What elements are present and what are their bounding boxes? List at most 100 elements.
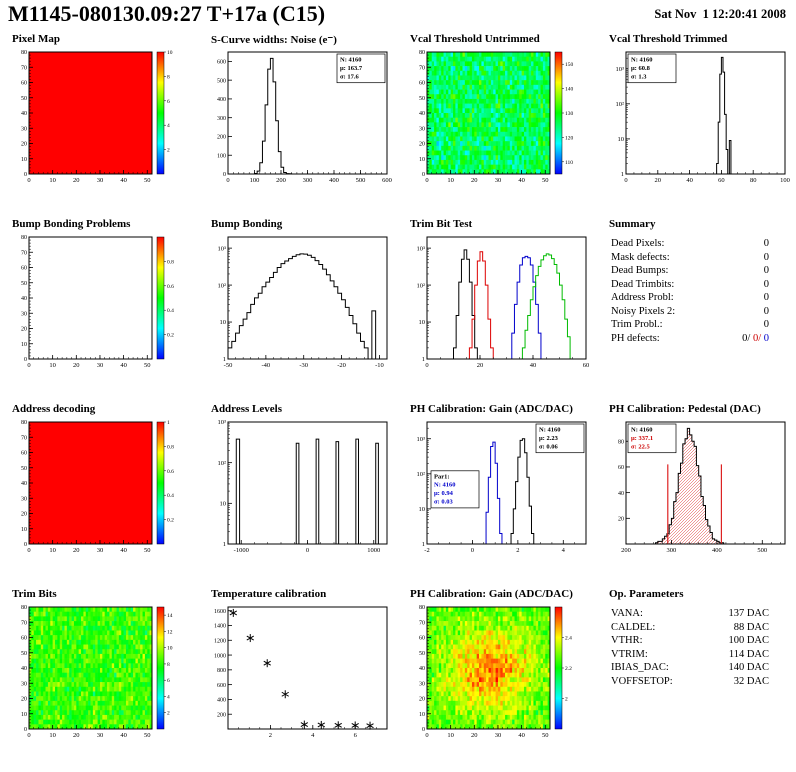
svg-text:10²: 10² [218,282,227,289]
x-axis: 0 10 20 30 40 50 [27,540,153,554]
svg-text:-50: -50 [224,362,233,369]
panel-vcal-threshold-trimmed: Vcal Threshold Trimmed 0 20 40 60 80 100 1 10 10… [597,30,796,215]
row-label: VTHR: [611,635,643,646]
row-label: PH defects: [611,332,660,344]
svg-text:4: 4 [311,732,315,739]
address-levels-svg: -1000 0 1000 1 10 10² 10³ [218,419,388,554]
colorbar: 2 4 6 8 10 12 14 [156,606,173,730]
svg-text:800: 800 [217,668,226,674]
svg-text:10³: 10³ [218,245,227,252]
svg-text:10: 10 [419,157,425,163]
series-0 [626,56,785,175]
svg-text:0.4: 0.4 [167,308,174,314]
svg-text:60: 60 [21,81,27,87]
temperature-calibration-plot: 2 4 6 200 400 600 800 1000 1200 1400 1600 [201,601,398,743]
row-value: 88 DAC [733,621,769,633]
timestamp: Sat Nov 1 12:20:41 2008 [654,7,786,21]
svg-text:6: 6 [167,99,170,105]
panel-trim-bit-test: Trim Bit Test 0 20 40 60 1 10 10² 10³ [398,215,597,400]
svg-text:50: 50 [144,547,151,554]
svg-text:10: 10 [21,712,27,718]
svg-text:500: 500 [757,547,767,554]
row-label: CALDEL: [611,621,656,633]
panel-bump-bonding: Bump Bonding -50 -40 -30 -20 -10 1 10 10² 10³ [199,215,398,400]
row-label: Noisy Pixels 2: [611,305,676,317]
x-axis: 200 300 400 500 [621,540,781,554]
svg-text:70: 70 [21,65,27,71]
ph-gain-map-plot: 2 2.2 2.4 0 10 20 30 40 50 0 10 20 30 40 50 60 70 80 [400,601,597,743]
svg-text:0: 0 [27,547,30,554]
vcal-trimmed-plot: 0 20 40 60 80 100 1 10 10² 10³ N: 4160 μ: 60.8 σ: 1.… [599,46,796,188]
svg-text:20: 20 [655,177,662,184]
svg-text:10²: 10² [218,460,227,467]
svg-text:40: 40 [618,491,624,497]
svg-text:0: 0 [422,172,425,178]
bump-bonding-plot: -50 -40 -30 -20 -10 1 10 10² 10³ [201,231,398,373]
row-value: 0 [763,305,769,317]
row-label: Mask defects: [611,251,670,263]
panel-ph-gain-map: PH Calibration: Gain (ADC/DAC) 2 2.2 2.4 0 1… [398,585,597,770]
panel-title: Bump Bonding Problems [12,218,131,230]
svg-text:10: 10 [49,732,56,739]
svg-text:-20: -20 [337,362,346,369]
svg-text:200: 200 [621,547,631,554]
svg-text:20: 20 [419,142,425,148]
row-value: 0 [763,319,769,330]
svg-text:300: 300 [303,177,313,184]
ph-pedestal-plot: 200 300 400 500 20 40 60 80 N: 4160 μ: 337.1 σ: 22… [599,416,796,558]
svg-text:50: 50 [144,177,151,184]
svg-text:10: 10 [167,646,173,652]
svg-text:30: 30 [97,177,104,184]
vcal-threshold-untrimmed-svg: 110 120 130 140 150 0 10 20 30 40 50 0 10 20 30 40 50 60 7… [419,50,574,184]
svg-text:8: 8 [167,662,170,668]
svg-text:80: 80 [750,177,757,184]
summary-row: Dead Trimbits: 0 [611,278,769,292]
summary-row: Dead Pixels: 0 [611,237,769,251]
svg-text:6: 6 [354,732,358,739]
row-label: VANA: [611,608,643,619]
op-parameters-row: IBIAS_DAC: 140 DAC [611,661,769,675]
plots-grid: Pixel Map 2 4 6 8 10 0 10 20 30 40 50 0 10 20 30 40 50 60… [0,30,796,770]
svg-text:6: 6 [167,678,170,684]
y-axis: 1 10 10² 10³ [218,245,232,363]
colorbar: 2 4 6 8 10 [156,50,173,175]
row-value: 137 DAC [728,608,769,619]
svg-text:20: 20 [21,327,27,333]
heatmap-cells [29,607,153,730]
summary-row: Dead Bumps: 0 [611,264,769,278]
svg-text:200: 200 [217,135,226,141]
row-value: 32 DAC [733,675,769,687]
svg-text:1000: 1000 [214,653,226,659]
series-0 [427,249,586,360]
svg-text:300: 300 [667,547,677,554]
svg-text:50: 50 [144,732,151,739]
svg-text:30: 30 [21,496,27,502]
svg-text:0: 0 [24,542,27,548]
y-axis: 1 10 10² 10³ [417,427,431,548]
svg-text:30: 30 [21,126,27,132]
svg-text:10²: 10² [417,282,426,289]
address-decoding-svg: 0.20.40.60.810 10 20 30 40 500102030405060708… [21,420,174,554]
svg-text:0: 0 [425,177,428,184]
svg-text:70: 70 [21,620,27,626]
bump-bonding-problems-svg: 0.2 0.4 0.6 0.8 0 10 20 30 40 50 0 10 20 30 40 50 60 70 80 [21,235,174,369]
svg-text:80: 80 [21,50,27,56]
scatter-points [229,608,374,730]
y-axis: 0 10 20 30 40 50 60 70 80 [21,50,33,178]
panel-title: PH Calibration: Pedestal (DAC) [609,403,761,415]
row-value: 0/ 0/ 0 [742,332,769,344]
svg-text:4: 4 [167,123,170,129]
svg-text:1600: 1600 [214,609,226,615]
heatmap-cells [29,52,152,174]
scurve-noise-plot: 0 100 200 300 400 500 600 0 100 200 300 400 500 600 N:… [201,46,398,188]
svg-text:400: 400 [712,547,722,554]
svg-text:σ: 22.5: σ: 22.5 [631,443,650,450]
svg-text:20: 20 [73,362,80,369]
colorbar: 0.2 0.4 0.6 0.8 1 [156,420,174,545]
svg-text:σ: 0.06: σ: 0.06 [539,443,558,450]
series-3 [427,253,586,360]
svg-text:2: 2 [167,148,170,154]
